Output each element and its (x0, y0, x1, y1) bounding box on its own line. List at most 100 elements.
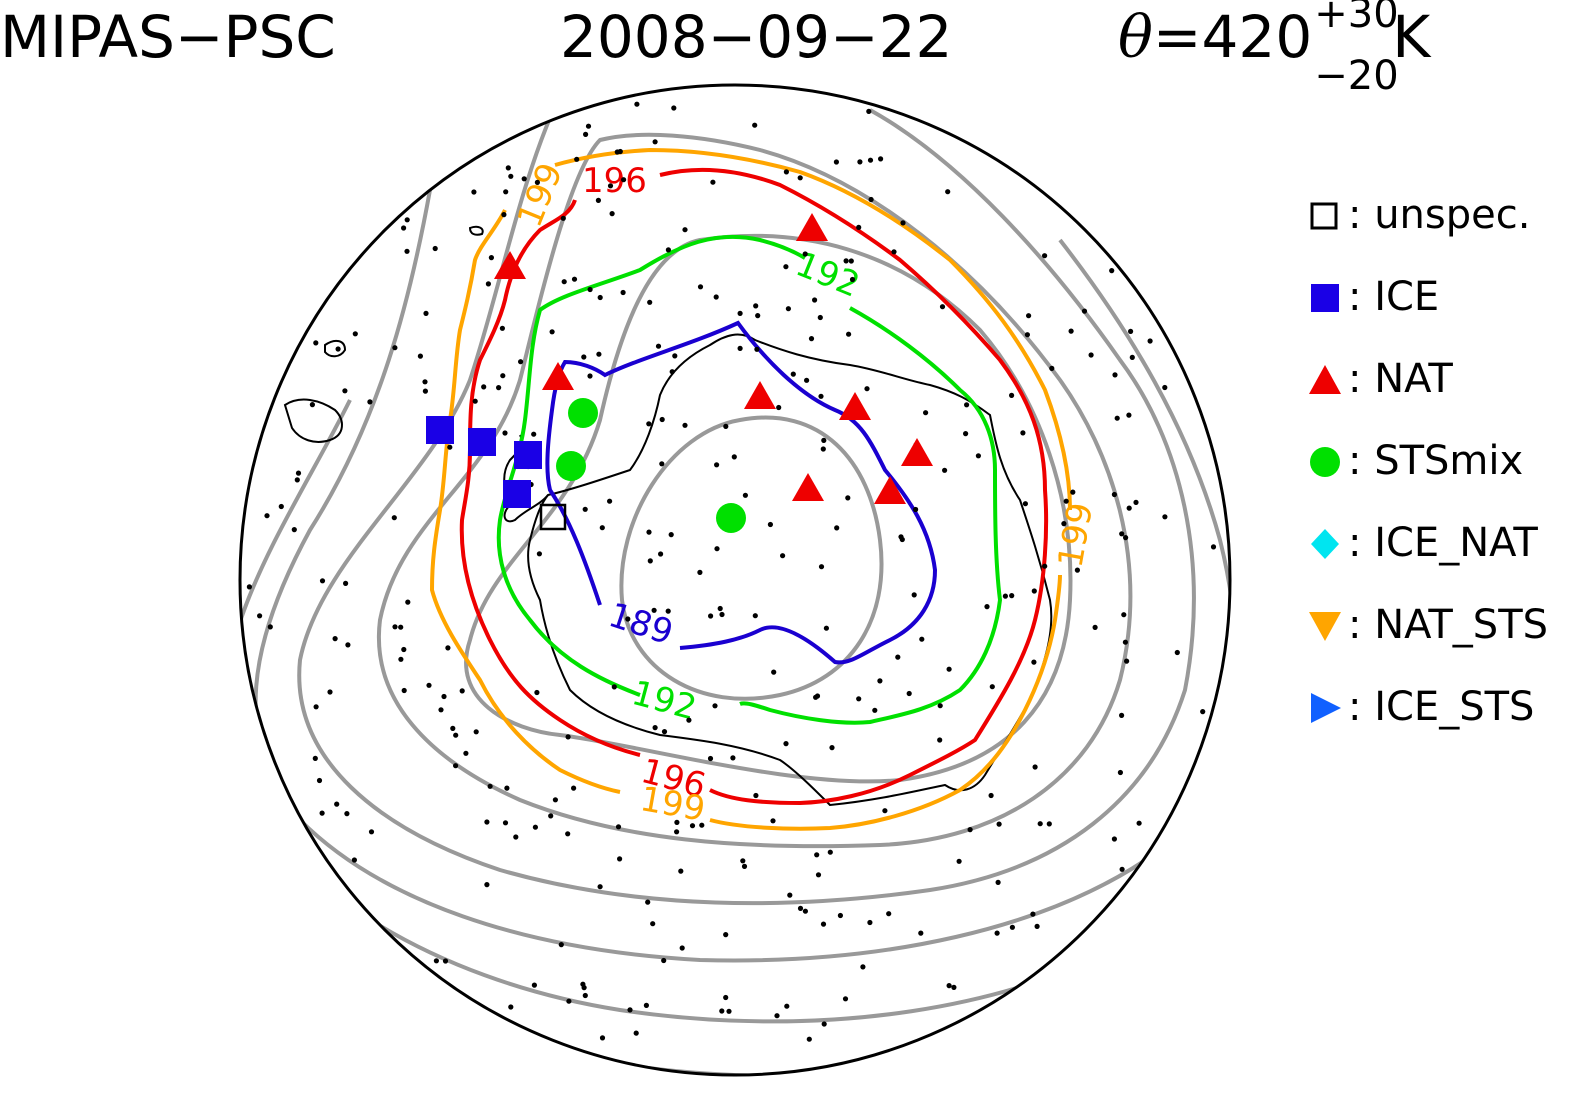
measurement-dot (806, 1036, 812, 1042)
measurement-dot (625, 616, 631, 622)
measurement-dot (1009, 924, 1016, 930)
measurement-dot (645, 899, 651, 905)
legend-item-stsmix: : STSmix (1308, 436, 1523, 486)
measurement-dot (857, 159, 863, 165)
measurement-dot (717, 605, 723, 612)
measurement-dot (674, 819, 680, 826)
measurement-dot (327, 689, 333, 695)
measurement-dot (453, 732, 459, 738)
measurement-dot (438, 707, 444, 713)
measurement-dot (264, 513, 270, 519)
measurement-dot (1046, 821, 1052, 827)
nat-marker (494, 251, 526, 279)
contour-189-line (545, 320, 938, 665)
measurement-dot (1129, 354, 1135, 360)
measurement-dot (848, 258, 854, 264)
measurement-dot (441, 693, 447, 700)
measurement-dot (291, 527, 297, 533)
measurement-dot (313, 340, 319, 346)
measurement-dot (565, 831, 571, 837)
measurement-dot (521, 176, 527, 182)
measurement-dot (714, 462, 720, 468)
legend-item-ice-sts: : ICE_STS (1308, 682, 1534, 732)
measurement-dot (471, 189, 477, 195)
legend-label-nat-sts: : NAT_STS (1348, 602, 1549, 648)
measurement-dot (502, 430, 508, 436)
measurement-dot (609, 211, 615, 217)
measurement-dot (607, 183, 614, 189)
measurement-dot (1061, 521, 1067, 527)
measurement-dot (401, 646, 407, 653)
measurement-dot (1074, 567, 1080, 573)
measurement-dot (597, 884, 603, 890)
measurement-dot (481, 384, 487, 390)
measurement-dot (617, 148, 623, 155)
measurement-dot (829, 745, 835, 751)
measurement-dot (655, 343, 662, 349)
measurement-dot (818, 564, 825, 570)
measurement-dot (812, 297, 818, 303)
map-border (238, 83, 1232, 1077)
measurement-dot (1042, 253, 1048, 259)
measurement-dot (1119, 712, 1125, 719)
measurement-dot (689, 823, 696, 829)
measurement-dot (820, 446, 826, 452)
measurement-dot (827, 849, 833, 855)
measurement-dot (473, 729, 479, 735)
measurement-dot (923, 410, 929, 416)
measurement-dot (313, 704, 319, 710)
measurement-dot (754, 346, 760, 352)
measurement-dot (312, 755, 318, 762)
measurement-dot (1063, 498, 1069, 504)
measurement-dot (587, 286, 593, 293)
gray-isoline-9 (1038, 108, 1230, 302)
measurement-dot (1024, 332, 1030, 338)
measurement-dot (426, 682, 432, 688)
measurement-dot (1037, 821, 1043, 827)
measurement-dot (319, 578, 326, 584)
measurement-dot (731, 454, 737, 460)
measurement-dot (1088, 352, 1094, 358)
measurement-dot (534, 179, 541, 185)
measurement-dot (804, 377, 810, 383)
measurement-dot (652, 139, 658, 145)
measurement-dot (945, 189, 951, 195)
measurement-dot (343, 580, 349, 587)
measurement-dot (392, 624, 398, 630)
measurement-dot (737, 310, 743, 316)
measurement-dot (607, 498, 613, 504)
measurement-dot (946, 666, 952, 672)
measurement-dot (942, 467, 948, 473)
measurement-dot (651, 607, 657, 613)
measurement-dot (790, 371, 796, 377)
measurement-dot (937, 703, 943, 709)
south-america-tip (283, 398, 343, 443)
measurement-dot (1119, 531, 1125, 537)
measurement-dot (504, 785, 510, 791)
measurement-dot (686, 717, 692, 723)
measurement-dot (499, 325, 505, 331)
contour-192-line (496, 234, 1003, 725)
measurement-dot (450, 725, 456, 732)
legend-item-ice-nat: : ICE_NAT (1308, 518, 1538, 568)
measurement-dot (755, 313, 761, 319)
measurement-dot (294, 477, 300, 483)
legend-label-unspec: : unspec. (1348, 192, 1531, 238)
measurement-dot (797, 175, 803, 181)
measurement-dot (833, 159, 840, 165)
nat-marker (796, 213, 828, 241)
measurement-dot (697, 284, 704, 290)
measurement-dot (650, 921, 656, 927)
measurement-dot (866, 108, 872, 114)
measurement-dot (996, 821, 1002, 827)
legend-item-ice: : ICE (1308, 272, 1439, 322)
nat-marker (901, 438, 933, 466)
measurement-dot (405, 599, 411, 605)
legend-label-ice-nat: : ICE_NAT (1348, 520, 1538, 566)
measurement-dot (571, 785, 577, 791)
measurement-dot (752, 613, 758, 619)
measurement-dot (975, 453, 982, 459)
legend-label-nat: : NAT (1348, 356, 1453, 402)
measurement-dot (937, 737, 943, 743)
measurement-dot (643, 1002, 650, 1009)
